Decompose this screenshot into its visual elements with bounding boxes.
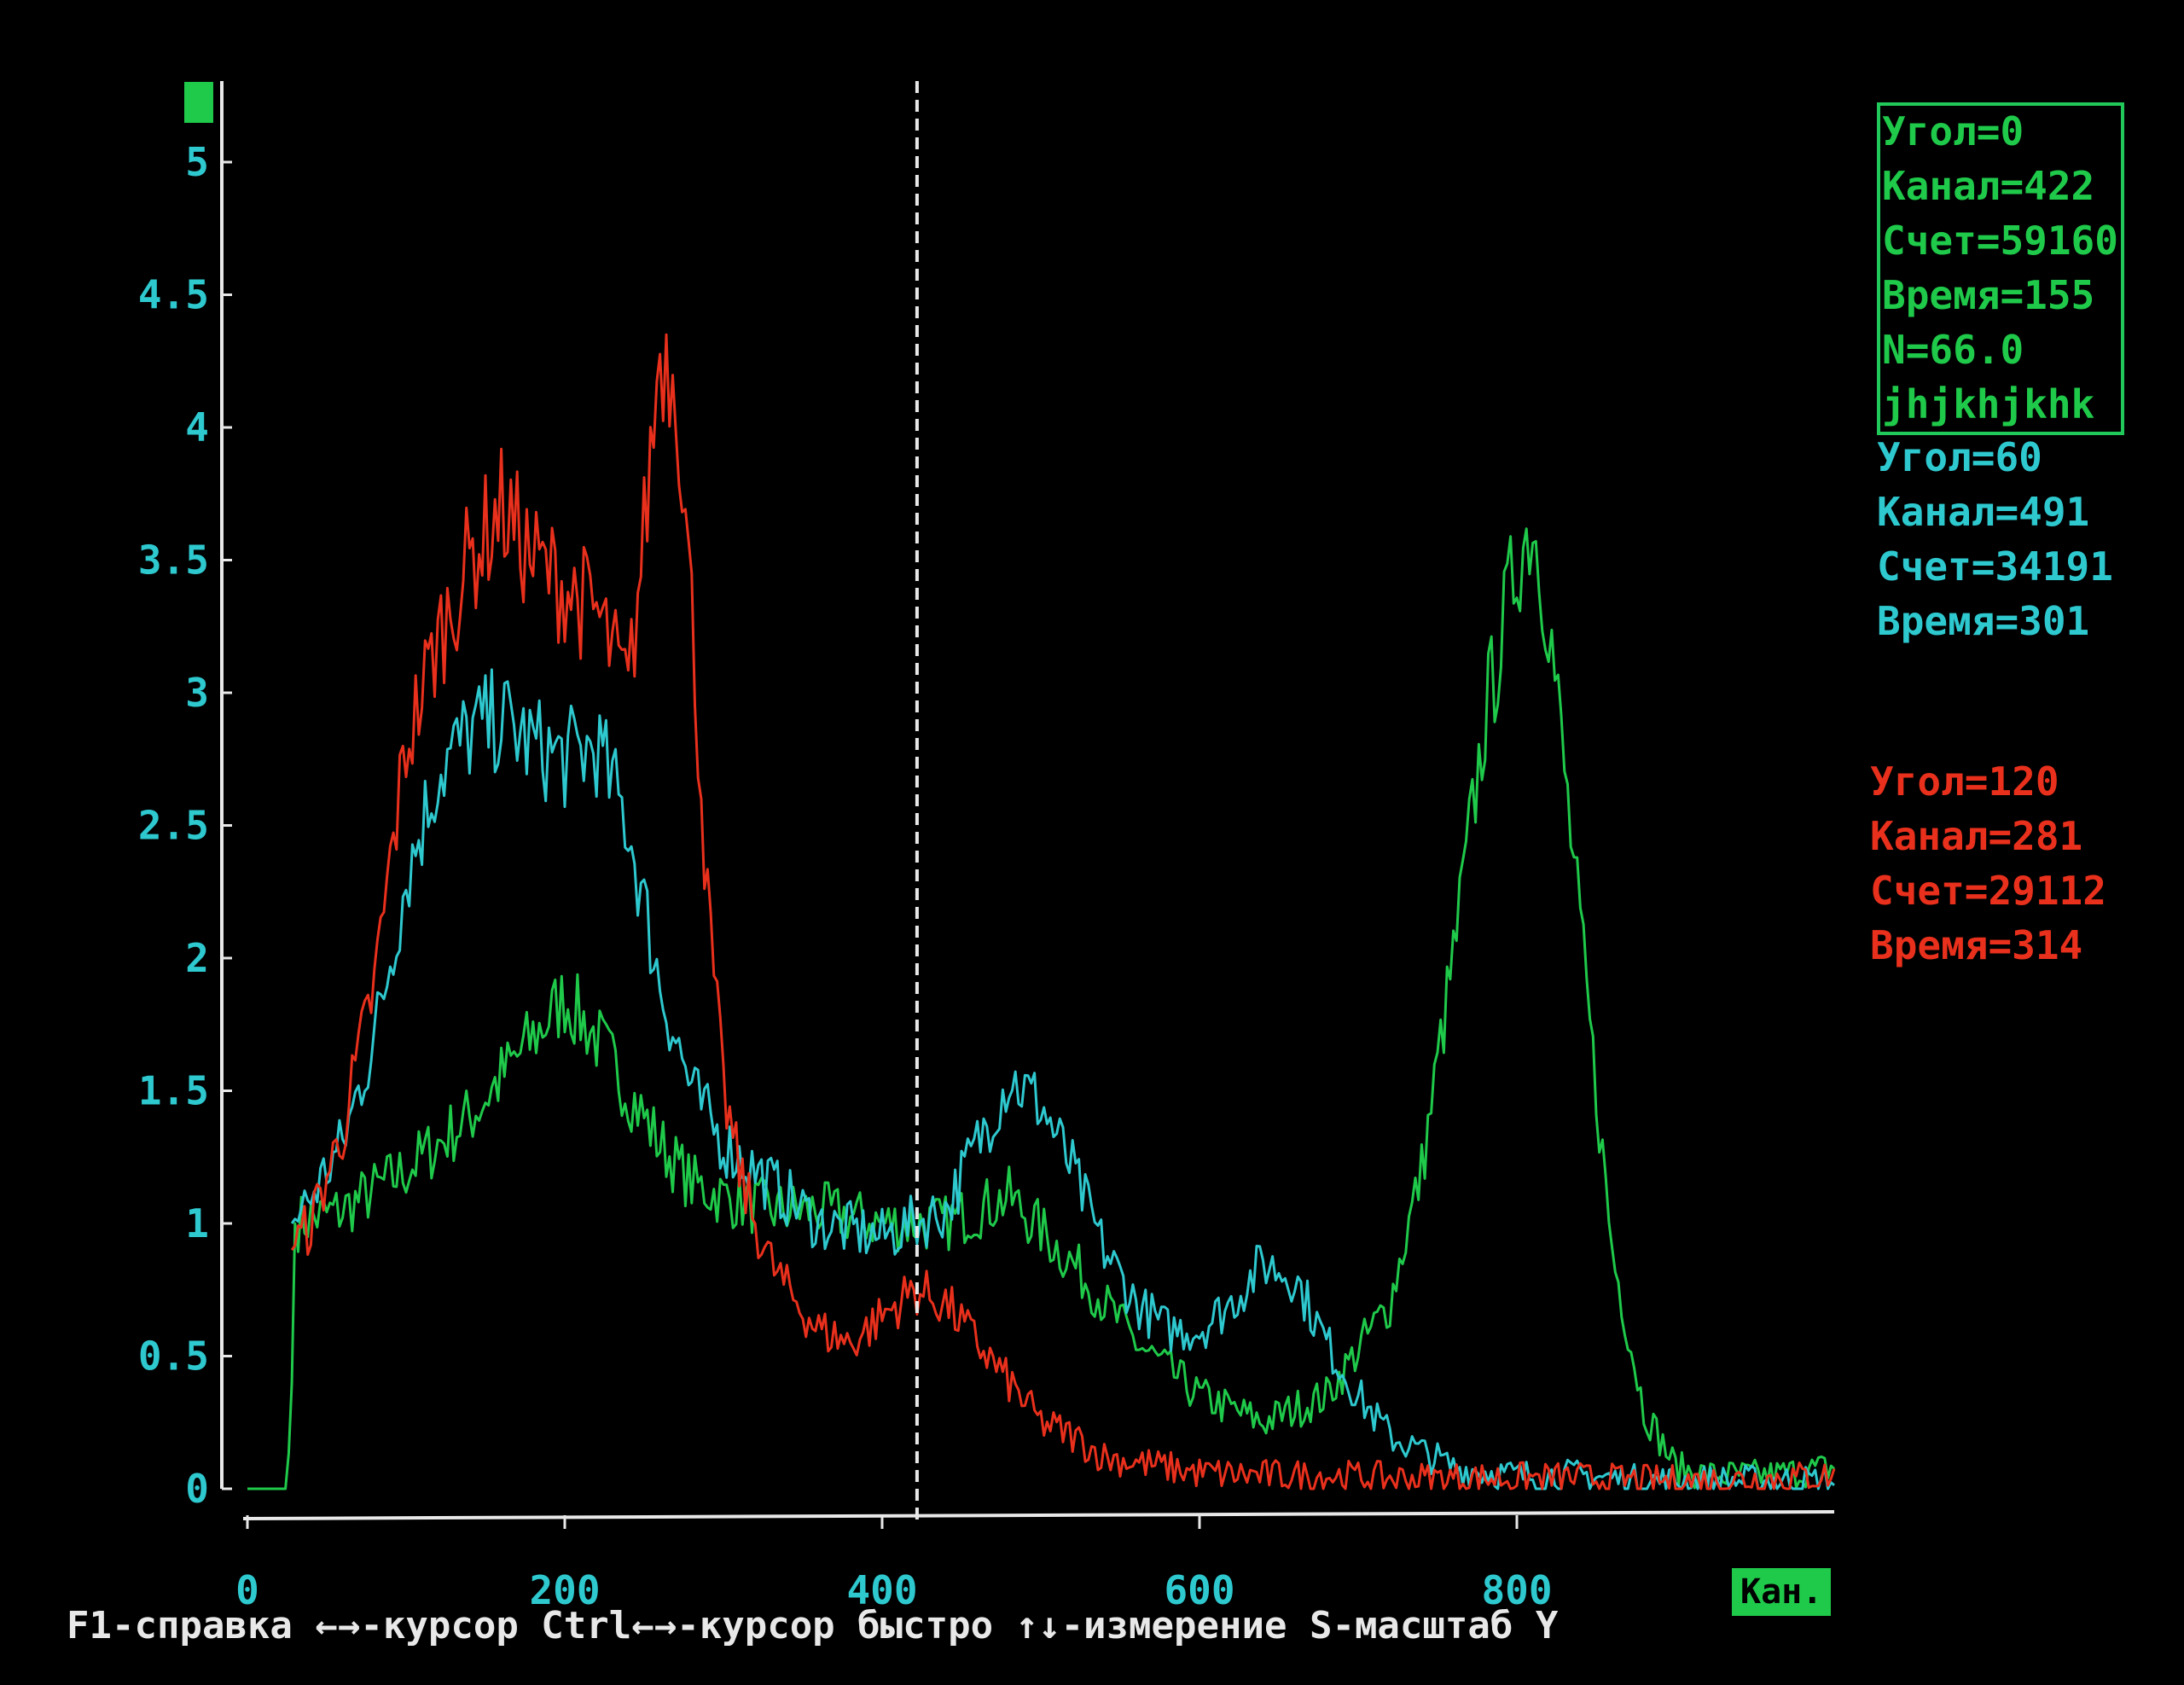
series-line-0 xyxy=(247,527,1836,1490)
info-panel-green: Угол=0 Канал=422 Счет=59160 Время=155 N=… xyxy=(1882,104,2118,432)
info-red-count: Счет=29112 xyxy=(1870,868,2106,914)
info-cyan-count: Счет=34191 xyxy=(1877,543,2113,590)
info-panel-red: Угол=120 Канал=281 Счет=29112 Время=314 xyxy=(1870,754,2106,973)
info-red-angle: Угол=120 xyxy=(1870,758,2059,805)
y-tick-label: 2 xyxy=(185,935,209,981)
info-cyan-angle: Угол=60 xyxy=(1877,434,2042,480)
x-tick-label: 200 xyxy=(529,1567,600,1613)
y-tick-label: 5 xyxy=(185,139,209,185)
x-axis-label-badge: Кан. xyxy=(1732,1568,1832,1616)
x-axis-line xyxy=(242,1510,1835,1520)
x-tick-label: 400 xyxy=(846,1567,917,1613)
y-tick-label: 3.5 xyxy=(138,537,209,584)
info-panel-cyan: Угол=60 Канал=491 Счет=34191 Время=301 xyxy=(1877,430,2113,648)
x-tick-label: 0 xyxy=(235,1567,259,1613)
info-box-green xyxy=(1877,102,2124,435)
y-tick-label: 1 xyxy=(185,1200,209,1246)
chart-axes xyxy=(220,81,1835,1520)
y-tick-label: 4.5 xyxy=(138,272,209,318)
x-axis-ticks: 0 200 400 600 800 xyxy=(235,1515,1553,1613)
info-green-n: N=66.0 xyxy=(1882,327,2024,373)
info-green-count: Счет=59160 xyxy=(1882,218,2118,264)
y-tick-label: 3 xyxy=(185,670,209,716)
x-tick-label: 600 xyxy=(1164,1567,1234,1613)
series-line-2 xyxy=(290,333,1836,1490)
info-green-channel: Канал=422 xyxy=(1882,163,2095,209)
info-cyan-time: Время=301 xyxy=(1877,598,2090,644)
x-tick-label: 800 xyxy=(1481,1567,1552,1613)
info-green-angle: Угол=0 xyxy=(1882,108,2024,154)
y-axis-ticks: 0 0.5 1 1.5 2 2.5 3 3.5 4 4.5 5 xyxy=(138,139,232,1512)
top-indicator-badge xyxy=(184,82,213,123)
info-green-time: Время=155 xyxy=(1882,272,2095,318)
y-tick-label: 0.5 xyxy=(138,1333,209,1380)
info-red-channel: Канал=281 xyxy=(1870,813,2083,859)
info-red-time: Время=314 xyxy=(1870,922,2083,968)
y-tick-label: 0 xyxy=(185,1466,209,1512)
y-tick-label: 1.5 xyxy=(138,1068,209,1114)
info-green-comment: jhjkhjkhk xyxy=(1882,381,2095,427)
y-tick-label: 4 xyxy=(185,404,209,450)
series-line-1 xyxy=(290,668,1835,1490)
series-layer xyxy=(247,333,1836,1490)
y-tick-label: 2.5 xyxy=(138,803,209,849)
footer-help-bar: F1-справка ←→-курсор Ctrl←→-курсор быстр… xyxy=(67,1604,1559,1647)
info-cyan-channel: Канал=491 xyxy=(1877,489,2090,535)
